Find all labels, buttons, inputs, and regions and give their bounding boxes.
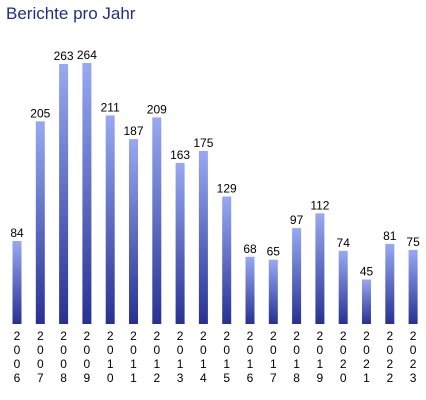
bar-2018 [292,228,302,324]
value-label-2022: 81 [383,229,397,243]
bar-2019 [315,213,325,324]
value-label-2009: 264 [77,48,97,62]
bar-2008 [59,64,69,324]
bar-2006 [12,241,22,324]
bar-2016 [245,256,255,324]
value-label-2011: 187 [123,124,143,138]
value-label-2018: 97 [290,213,304,227]
bar-2021 [362,279,371,324]
bar-2020 [338,250,348,324]
chart-title: Berichte pro Jahr [6,4,136,23]
bar-2007 [35,121,45,324]
value-label-2021: 45 [360,265,374,279]
value-label-2015: 129 [217,182,237,196]
bar-2013 [175,162,185,324]
bar-2009 [82,63,92,324]
value-label-2023: 75 [406,235,420,249]
bar-2015 [222,196,232,324]
value-label-2012: 209 [147,102,167,116]
bar-2011 [129,139,138,324]
bar-2022 [385,243,395,324]
bar-2023 [408,249,418,324]
value-label-2007: 205 [30,106,50,120]
value-label-2014: 175 [193,136,213,150]
value-label-2016: 68 [243,242,257,256]
value-label-2019: 112 [310,198,329,212]
value-label-2013: 163 [170,148,190,162]
value-label-2020: 74 [337,236,351,250]
x-tick-labels-group: 2 0 0 6 2 0 0 7 2 0 0 8 2 0 0 9 2 0 1 0 2 0 1 1 2 0 1 2 2 0 1 3 2 0 1 4 2 0 1 5… [14,329,417,385]
value-label-2006: 84 [10,226,24,240]
bar-2010 [105,115,115,325]
bar-2017 [268,259,278,324]
value-label-2017: 65 [267,245,281,259]
value-label-2010: 211 [101,100,120,114]
bars-group [12,63,418,325]
bar-2014 [198,151,208,324]
value-label-2008: 263 [54,49,74,63]
bar-2012 [152,117,162,325]
